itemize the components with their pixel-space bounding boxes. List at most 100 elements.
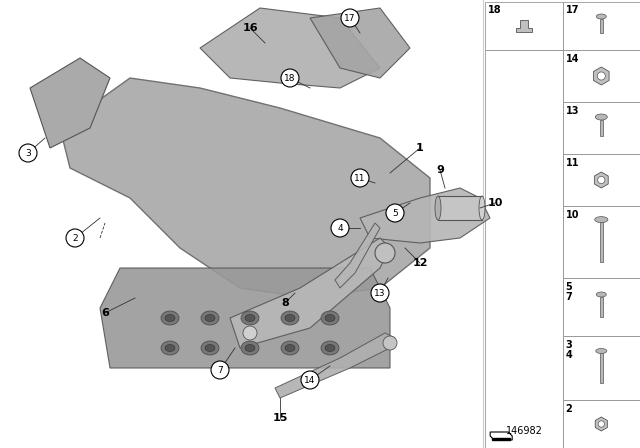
Circle shape bbox=[351, 169, 369, 187]
Polygon shape bbox=[595, 417, 607, 431]
Text: 5: 5 bbox=[566, 282, 572, 292]
Ellipse shape bbox=[281, 341, 299, 355]
Text: 16: 16 bbox=[242, 23, 258, 33]
Circle shape bbox=[341, 9, 359, 27]
Polygon shape bbox=[360, 188, 490, 243]
Ellipse shape bbox=[201, 341, 219, 355]
Polygon shape bbox=[30, 58, 110, 148]
Circle shape bbox=[383, 336, 397, 350]
Text: 13: 13 bbox=[566, 106, 579, 116]
Text: 2: 2 bbox=[566, 404, 572, 414]
Bar bbox=[563, 278, 640, 336]
Polygon shape bbox=[335, 223, 380, 288]
Bar bbox=[563, 2, 640, 50]
Bar bbox=[485, 50, 563, 448]
Polygon shape bbox=[593, 67, 609, 85]
Text: 17: 17 bbox=[344, 13, 356, 22]
Text: 3: 3 bbox=[566, 340, 572, 350]
Bar bbox=[563, 336, 640, 400]
Text: 146982: 146982 bbox=[506, 426, 542, 436]
Ellipse shape bbox=[245, 314, 255, 322]
Ellipse shape bbox=[205, 314, 215, 322]
Ellipse shape bbox=[285, 345, 295, 352]
Text: 17: 17 bbox=[566, 5, 579, 15]
Text: 14: 14 bbox=[566, 54, 579, 64]
Ellipse shape bbox=[325, 314, 335, 322]
Ellipse shape bbox=[596, 349, 607, 353]
Bar bbox=[563, 400, 640, 448]
Circle shape bbox=[598, 177, 605, 184]
Polygon shape bbox=[490, 432, 512, 440]
Text: 13: 13 bbox=[374, 289, 386, 297]
Text: 1: 1 bbox=[416, 143, 424, 153]
Ellipse shape bbox=[479, 196, 485, 220]
Text: 12: 12 bbox=[412, 258, 428, 268]
Text: 4: 4 bbox=[566, 350, 572, 360]
Text: 9: 9 bbox=[436, 165, 444, 175]
Text: 10: 10 bbox=[487, 198, 502, 208]
Text: 4: 4 bbox=[337, 224, 343, 233]
Ellipse shape bbox=[205, 345, 215, 352]
Polygon shape bbox=[200, 8, 380, 88]
Ellipse shape bbox=[435, 196, 441, 220]
Circle shape bbox=[598, 421, 604, 427]
Text: 7: 7 bbox=[217, 366, 223, 375]
Bar bbox=[563, 154, 640, 206]
Bar bbox=[492, 438, 510, 440]
Text: 5: 5 bbox=[392, 208, 398, 217]
Ellipse shape bbox=[325, 345, 335, 352]
Ellipse shape bbox=[321, 341, 339, 355]
Polygon shape bbox=[516, 20, 532, 32]
Text: 11: 11 bbox=[566, 158, 579, 168]
Bar bbox=[485, 2, 563, 50]
Ellipse shape bbox=[241, 341, 259, 355]
Ellipse shape bbox=[245, 345, 255, 352]
Ellipse shape bbox=[241, 311, 259, 325]
Bar bbox=[600, 19, 603, 33]
Ellipse shape bbox=[201, 311, 219, 325]
Ellipse shape bbox=[596, 292, 606, 297]
Bar bbox=[600, 297, 603, 317]
Bar bbox=[563, 102, 640, 154]
Circle shape bbox=[375, 243, 395, 263]
Text: 11: 11 bbox=[355, 173, 365, 182]
Circle shape bbox=[211, 361, 229, 379]
Text: 8: 8 bbox=[281, 298, 289, 308]
Polygon shape bbox=[100, 268, 390, 368]
Text: 18: 18 bbox=[488, 5, 502, 15]
Polygon shape bbox=[595, 172, 608, 188]
Ellipse shape bbox=[165, 314, 175, 322]
Text: 3: 3 bbox=[25, 148, 31, 158]
Circle shape bbox=[243, 326, 257, 340]
Bar bbox=[438, 196, 482, 220]
Ellipse shape bbox=[281, 311, 299, 325]
Ellipse shape bbox=[595, 216, 608, 223]
Circle shape bbox=[19, 144, 37, 162]
Polygon shape bbox=[230, 238, 390, 348]
Circle shape bbox=[301, 371, 319, 389]
Ellipse shape bbox=[596, 14, 606, 19]
Ellipse shape bbox=[161, 341, 179, 355]
Text: 6: 6 bbox=[101, 308, 109, 318]
Bar bbox=[600, 120, 603, 136]
Polygon shape bbox=[275, 333, 395, 398]
Circle shape bbox=[597, 72, 605, 80]
Text: 2: 2 bbox=[72, 233, 78, 242]
Circle shape bbox=[386, 204, 404, 222]
Bar bbox=[563, 206, 640, 278]
Ellipse shape bbox=[595, 114, 607, 120]
Text: 10: 10 bbox=[566, 210, 579, 220]
Polygon shape bbox=[60, 78, 430, 298]
Circle shape bbox=[66, 229, 84, 247]
Text: 14: 14 bbox=[304, 375, 316, 384]
Circle shape bbox=[371, 284, 389, 302]
Ellipse shape bbox=[165, 345, 175, 352]
Ellipse shape bbox=[321, 311, 339, 325]
Polygon shape bbox=[310, 8, 410, 78]
Bar bbox=[563, 50, 640, 102]
Ellipse shape bbox=[161, 311, 179, 325]
Bar bbox=[600, 353, 603, 383]
Bar bbox=[600, 222, 603, 262]
Ellipse shape bbox=[285, 314, 295, 322]
Text: 7: 7 bbox=[566, 292, 572, 302]
